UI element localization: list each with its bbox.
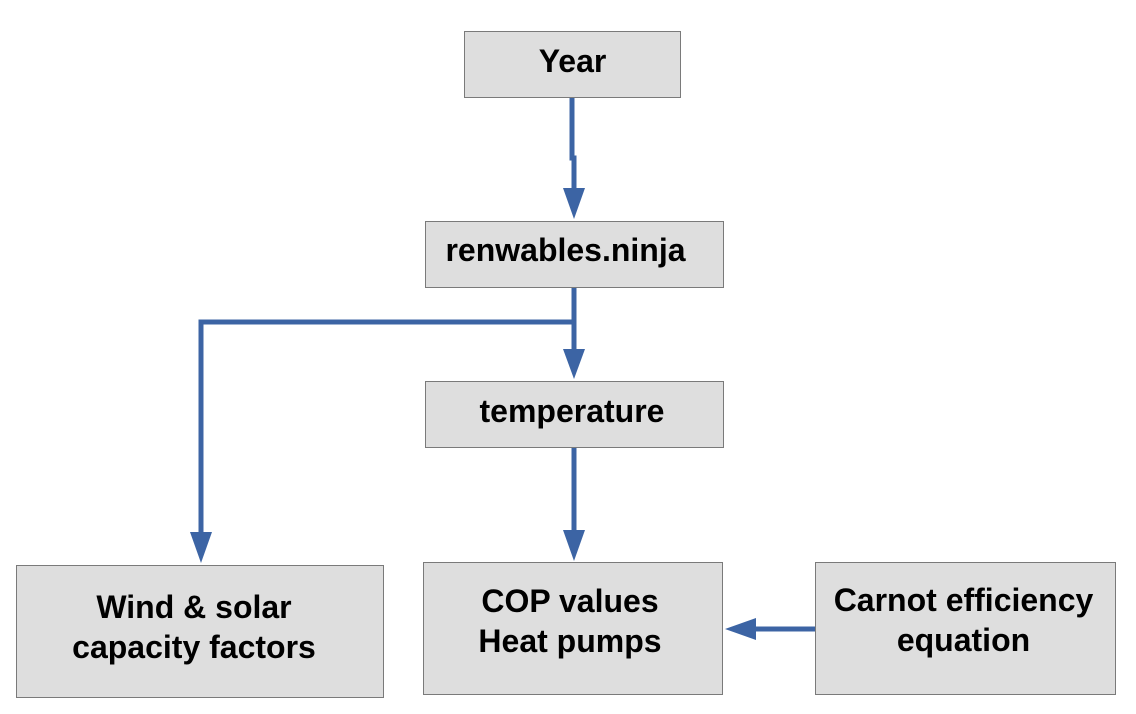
node-temperature: temperature: [425, 381, 724, 448]
arrowhead-year-to-ninja: [563, 188, 585, 219]
node-renewables-ninja: renwables.ninja: [425, 221, 724, 288]
node-wind-solar-label-line-1: Wind & solar: [96, 588, 292, 625]
node-year: Year: [464, 31, 681, 98]
arrowhead-carnot-to-cop: [725, 618, 756, 640]
node-carnot-label-line-2: equation: [896, 621, 1031, 658]
node-temperature-label: temperature: [479, 392, 665, 429]
node-cop-label-line-2: Heat pumps: [478, 622, 662, 659]
node-wind-solar-label-line-2: capacity factors: [72, 628, 316, 665]
node-cop-label-line-1: COP values: [481, 582, 659, 619]
arrowhead-ninja-to-temperature: [563, 349, 585, 379]
node-carnot-label-line-1: Carnot efficiency: [833, 581, 1094, 618]
node-cop-values-heat-pumps: COP values Heat pumps: [423, 562, 723, 695]
arrow-ninja-to-wind-solar: [198, 319, 574, 540]
arrowhead-ninja-to-wind-solar: [190, 532, 212, 563]
node-carnot-efficiency-equation: Carnot efficiency equation: [815, 562, 1116, 695]
arrowhead-temperature-to-cop: [563, 530, 585, 561]
node-renewables-ninja-label: renwables.ninja: [445, 231, 686, 268]
node-year-label: Year: [538, 42, 607, 79]
arrow-year-to-ninja: [569, 98, 577, 198]
node-wind-solar-capacity-factors: Wind & solar capacity factors: [16, 565, 384, 698]
